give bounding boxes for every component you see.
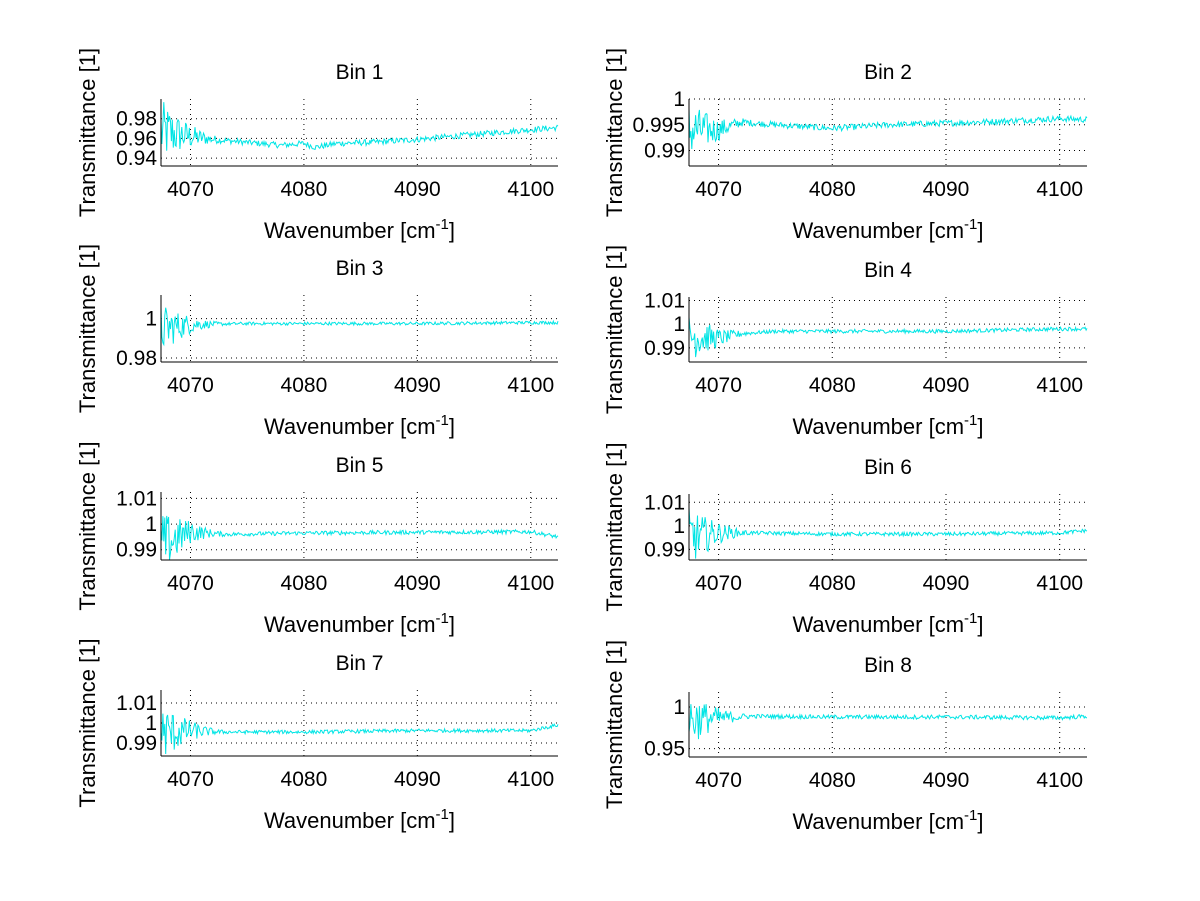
y-tick-label: 0.94 [116,147,157,170]
x-tick-label: 4100 [1036,178,1083,201]
x-tick-label: 4070 [167,178,214,201]
series-line-bin-1 [160,102,559,151]
x-tick-label: 4070 [167,572,214,595]
subplot-2: 4070 4080 4090 4100 0.99 0.995 1 Bin 2 Wavenumbe… [602,48,1088,243]
x-tick-label: 4080 [809,178,856,201]
y-tick-label: 1 [145,513,157,536]
y-axis-label: Transmittance [1] [602,442,627,611]
y-axis-label: Transmittance [1] [75,638,100,807]
y-tick-label: 0.98 [116,347,157,370]
x-tick-label: 4100 [507,768,554,791]
y-tick-label: 1 [673,696,685,719]
x-tick-label: 4100 [507,572,554,595]
x-tick-label: 4090 [923,769,970,792]
y-tick-label: 1.01 [116,487,157,510]
x-tick-label: 4080 [281,374,328,397]
y-axis-label: Transmittance [1] [602,245,627,414]
subplot-title: Bin 1 [336,61,384,84]
x-tick-label: 4070 [695,572,742,595]
subplot-title: Bin 2 [864,61,912,84]
x-tick-label: 4090 [394,178,441,201]
y-axis-label: Transmittance [1] [75,441,100,610]
x-tick-label: 4070 [695,769,742,792]
subplot-title: Bin 7 [336,652,384,675]
y-tick-label: 1 [673,515,685,538]
series-line-bin-7 [160,713,559,755]
x-tick-label: 4080 [281,572,328,595]
x-tick-label: 4100 [1036,769,1083,792]
y-tick-label: 0.99 [116,539,157,562]
subplot-3: 4070 4080 4090 4100 0.98 1 Bin 3 Wavenumber [cm… [75,244,559,439]
x-tick-label: 4080 [809,374,856,397]
x-tick-label: 4100 [1036,374,1083,397]
x-tick-label: 4090 [394,374,441,397]
y-tick-label: 0.99 [644,337,685,360]
y-tick-label: 1.01 [644,491,685,514]
x-tick-label: 4100 [507,178,554,201]
series-line-bin-8 [688,704,1087,740]
y-tick-label: 0.99 [116,732,157,755]
x-tick-label: 4080 [281,178,328,201]
x-tick-label: 4080 [809,769,856,792]
x-axis-label: Wavenumber [cm-1] [264,610,455,637]
y-axis-label: Transmittance [1] [75,244,100,413]
x-tick-label: 4090 [394,768,441,791]
subplot-title: Bin 6 [864,456,912,479]
x-tick-label: 4090 [923,374,970,397]
series-line-bin-6 [688,507,1088,559]
y-tick-label: 0.99 [644,538,685,561]
y-axis-label: Transmittance [1] [75,48,100,217]
subplot-title: Bin 3 [336,257,384,280]
y-tick-label: 1 [145,308,157,331]
subplot-1: 4070 4080 4090 4100 0.940.960.98 Bin 1 Wavenum… [75,48,559,243]
x-tick-label: 4070 [695,178,742,201]
x-tick-label: 4090 [923,178,970,201]
x-tick-label: 4100 [1036,572,1083,595]
y-tick-label: 1 [673,88,685,111]
y-tick-label: 0.98 [116,108,157,131]
y-tick-label: 1 [145,712,157,735]
x-tick-label: 4090 [394,572,441,595]
series-line-bin-2 [688,108,1088,150]
subplot-title: Bin 5 [336,454,384,477]
x-tick-label: 4070 [167,374,214,397]
y-tick-label: 1.01 [644,290,685,313]
x-tick-label: 4080 [281,768,328,791]
x-axis-label: Wavenumber [cm-1] [264,216,455,243]
series-line-bin-3 [160,307,559,347]
x-axis-label: Wavenumber [cm-1] [792,610,983,637]
y-tick-label: 0.995 [632,114,685,137]
y-axis-label: Transmittance [1] [602,640,627,809]
x-tick-label: 4080 [809,572,856,595]
series-line-bin-5 [160,515,559,561]
y-tick-label: 1.01 [116,692,157,715]
x-tick-label: 4100 [507,374,554,397]
x-axis-label: Wavenumber [cm-1] [792,412,983,439]
x-tick-label: 4070 [167,768,214,791]
subplot-8: 4070 4080 4090 4100 0.95 1 Bin 8 Wavenumber [cm… [602,640,1087,834]
x-axis-label: Wavenumber [cm-1] [264,412,455,439]
x-tick-label: 4090 [923,572,970,595]
x-axis-label: Wavenumber [cm-1] [792,216,983,243]
y-axis-label: Transmittance [1] [602,48,627,217]
series-line-bin-4 [688,317,1088,358]
subplot-5: 4070 4080 4090 4100 0.99 1 1.01 Bin 5 Wavenumber… [75,441,559,637]
subplot-title: Bin 8 [864,654,912,677]
x-axis-label: Wavenumber [cm-1] [792,807,983,834]
y-tick-label: 0.95 [644,738,685,761]
x-axis-label: Wavenumber [cm-1] [264,806,455,833]
y-tick-label: 0.96 [116,127,157,150]
y-tick-label: 1 [673,313,685,336]
subplot-title: Bin 4 [864,259,912,282]
x-tick-label: 4070 [695,374,742,397]
y-tick-label: 0.99 [644,140,685,163]
